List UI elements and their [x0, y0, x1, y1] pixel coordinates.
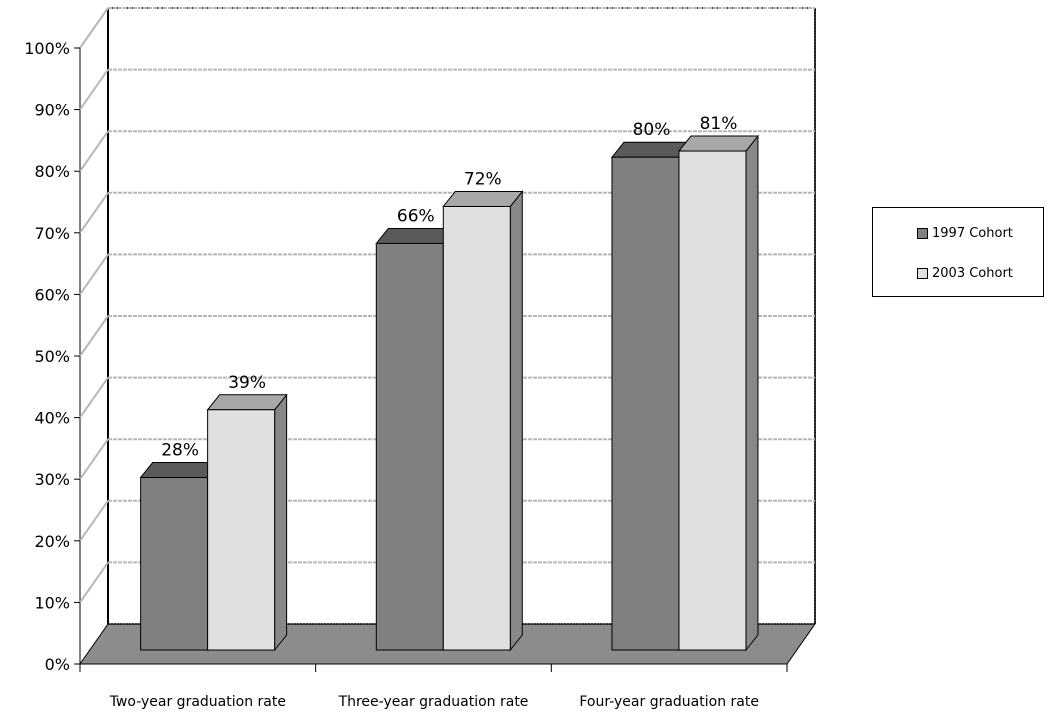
bar-top-2003-0	[206, 394, 288, 411]
y-tick-label: 90%	[34, 101, 70, 120]
gridline-side	[79, 192, 109, 234]
legend-label-2003: 2003 Cohort	[932, 266, 1013, 281]
y-tick-label: 50%	[34, 347, 70, 366]
y-tick-label: 100%	[24, 39, 70, 58]
bar-side-2003-2	[745, 134, 759, 652]
y-tick-label: 20%	[34, 532, 70, 551]
legend-label-1997: 1997 Cohort	[932, 226, 1013, 241]
bar-2003-2	[678, 150, 747, 651]
gridline-side	[79, 130, 109, 172]
data-label-2003-0: 39%	[228, 373, 266, 393]
gridline-side	[79, 315, 109, 357]
y-tick-label: 80%	[34, 162, 70, 181]
legend-item-2003: 2003 Cohort	[917, 266, 1013, 281]
bar-1997-1	[375, 242, 444, 651]
bar-1997-0	[140, 477, 209, 651]
bar-2003-0	[207, 409, 276, 651]
x-category-label-2: Four-year graduation rate	[579, 694, 759, 710]
y-tick-label: 40%	[34, 409, 70, 428]
legend-item-1997: 1997 Cohort	[917, 226, 1013, 241]
bar-2003-1	[442, 205, 511, 651]
bar-side-2003-0	[274, 393, 288, 652]
data-label-1997-1: 66%	[397, 206, 435, 226]
gridline-side	[79, 253, 109, 295]
x-category-label-1: Three-year graduation rate	[338, 694, 529, 710]
y-tick-label: 70%	[34, 224, 70, 243]
data-label-2003-1: 72%	[464, 169, 502, 189]
data-label-2003-2: 81%	[700, 114, 738, 134]
y-tick-label: 0%	[45, 655, 70, 674]
y-tick-label: 10%	[34, 593, 70, 612]
y-tick-label: 30%	[34, 470, 70, 489]
y-tick-label: 60%	[34, 285, 70, 304]
legend-swatch-1997	[917, 228, 928, 239]
gridline-side	[79, 500, 109, 542]
gridline-side	[79, 438, 109, 480]
legend: 1997 Cohort 2003 Cohort	[872, 207, 1044, 297]
x-category-label-0: Two-year graduation rate	[109, 694, 286, 710]
gridline-side	[79, 7, 109, 49]
bar-top-2003-1	[442, 190, 524, 207]
bar-side-2003-1	[509, 190, 523, 652]
bar-1997-2	[611, 156, 680, 651]
data-label-1997-2: 80%	[633, 120, 671, 140]
gridline-side	[79, 377, 109, 419]
data-label-1997-0: 28%	[161, 441, 199, 461]
gridline-side	[79, 561, 109, 603]
gridline-side	[79, 69, 109, 111]
legend-swatch-2003	[917, 268, 928, 279]
bar-top-2003-2	[677, 135, 760, 152]
